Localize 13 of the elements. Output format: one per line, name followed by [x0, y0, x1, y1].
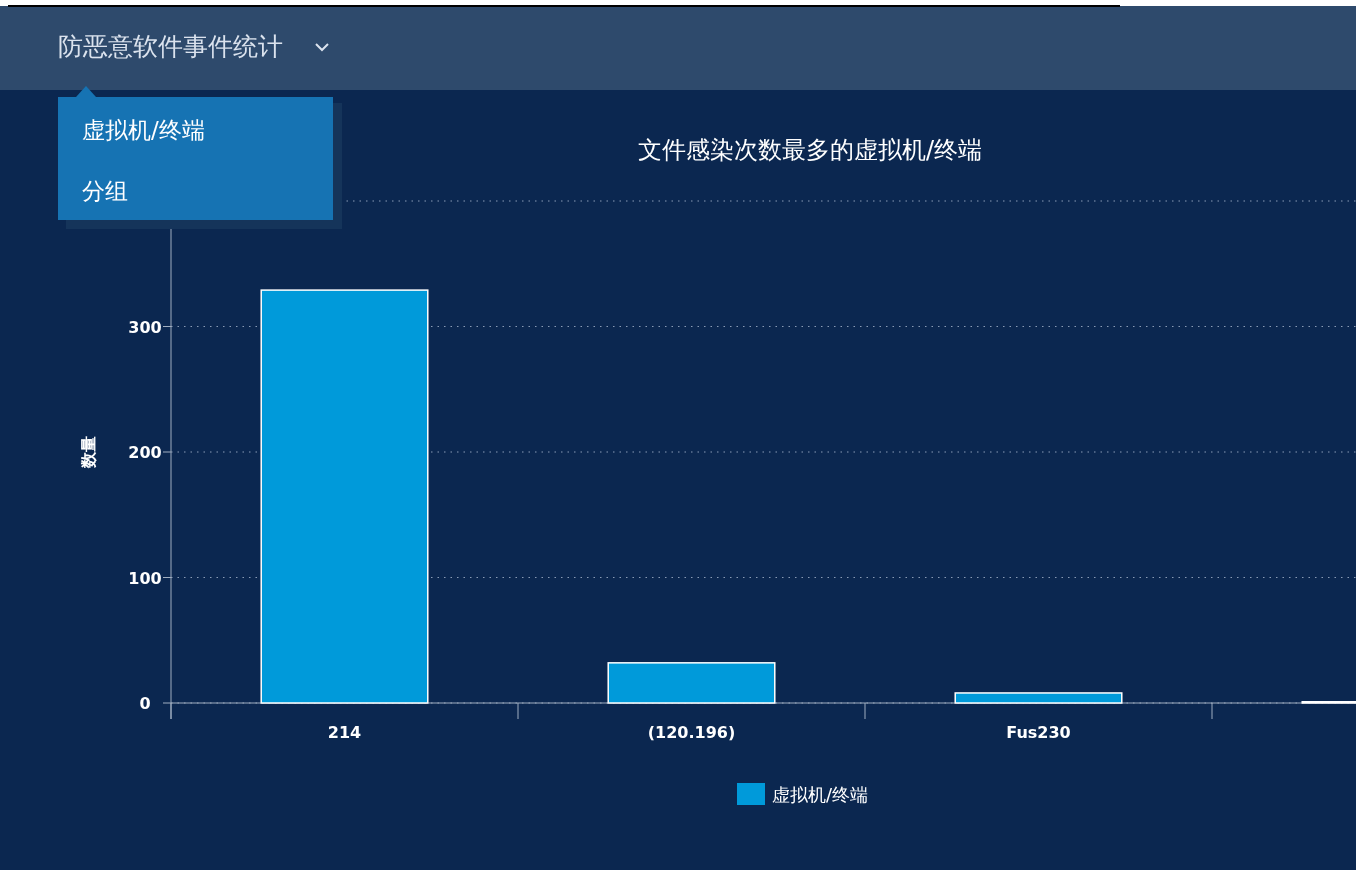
- text: 分组: [82, 178, 128, 204]
- text: 虚拟机/终端: [82, 117, 205, 143]
- x-tick-label: (120.196): [647, 723, 736, 742]
- x-tick-label: Fus230: [1006, 723, 1071, 742]
- y-tick-label: 0: [139, 694, 151, 713]
- y-tick-label: 200: [128, 443, 162, 462]
- text: 防恶意软件事件统计: [58, 32, 283, 61]
- chart-title: 文件感染次数最多的虚拟机/终端: [637, 136, 983, 164]
- x-tick-label: 214: [327, 723, 362, 742]
- y-tick-label: 100: [128, 568, 162, 588]
- legend-label: 虚拟机/终端: [772, 784, 869, 805]
- y-axis-title: 数量: [79, 436, 98, 469]
- y-tick-label: 300: [128, 317, 162, 337]
